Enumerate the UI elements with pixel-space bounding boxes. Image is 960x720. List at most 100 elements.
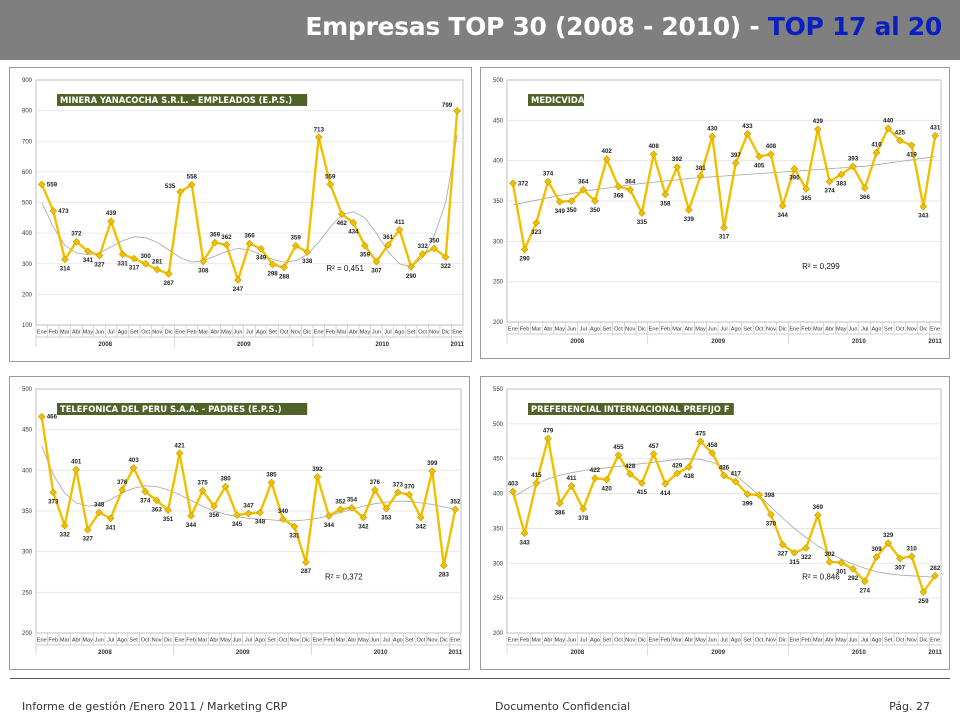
- data-point: [222, 240, 231, 249]
- data-point: [555, 499, 564, 508]
- data-point: [118, 250, 127, 259]
- data-label: 385: [266, 472, 277, 479]
- x-tick-label: Abr: [544, 638, 553, 644]
- data-point: [509, 179, 517, 188]
- x-tick-label: Ene: [450, 638, 460, 644]
- data-label: 458: [707, 442, 718, 449]
- data-point: [860, 184, 869, 192]
- x-tick-label: Jun: [849, 327, 858, 333]
- data-point: [567, 197, 576, 205]
- data-point: [520, 245, 529, 254]
- data-point: [84, 247, 92, 256]
- data-label: 440: [883, 117, 894, 124]
- data-point: [579, 505, 588, 513]
- x-tick-label: Set: [743, 638, 752, 644]
- x-tick-label: May: [836, 638, 847, 644]
- data-label: 340: [278, 508, 289, 515]
- data-label: 359: [360, 252, 371, 259]
- data-label: 365: [801, 195, 812, 202]
- x-tick-label: May: [358, 638, 369, 644]
- data-label: 308: [198, 267, 209, 274]
- x-tick-label: Jul: [861, 327, 868, 333]
- data-label: 535: [165, 183, 176, 190]
- data-label: 558: [187, 174, 198, 181]
- data-point: [394, 488, 402, 497]
- x-tick-label: Ene: [649, 327, 659, 333]
- x-tick-label: Jun: [95, 638, 104, 644]
- r-squared-label: R² = 0,846: [802, 572, 840, 581]
- data-point: [919, 588, 928, 596]
- r-squared-label: R² = 0,372: [325, 572, 363, 581]
- data-point: [428, 467, 437, 475]
- data-point: [790, 548, 799, 557]
- y-tick-label: 350: [493, 526, 504, 532]
- data-point: [233, 511, 241, 519]
- data-point: [349, 218, 358, 227]
- data-label: 267: [164, 280, 175, 287]
- x-tick-label: Ago: [395, 330, 405, 336]
- y-tick-label: 500: [493, 78, 504, 84]
- data-label: 287: [301, 568, 312, 575]
- data-point: [72, 465, 81, 474]
- data-point: [520, 529, 529, 538]
- data-label: 323: [531, 229, 542, 236]
- data-label: 414: [660, 490, 671, 497]
- data-label: 411: [567, 475, 578, 482]
- data-label: 429: [672, 462, 683, 469]
- x-tick-label: Ago: [117, 638, 127, 644]
- x-tick-label: Jun: [567, 327, 576, 333]
- x-tick-label: Feb: [661, 327, 671, 333]
- data-point: [544, 177, 552, 186]
- data-point: [579, 185, 588, 194]
- data-label: 342: [358, 524, 369, 531]
- year-label: 2010: [375, 341, 389, 348]
- data-point: [49, 206, 58, 215]
- data-point: [267, 478, 276, 487]
- data-point: [767, 510, 775, 519]
- x-tick-label: Feb: [801, 327, 811, 333]
- y-tick-label: 500: [22, 387, 33, 393]
- data-point: [72, 237, 81, 246]
- data-label: 398: [764, 492, 775, 499]
- data-label: 307: [895, 564, 906, 571]
- data-label: 347: [243, 502, 254, 509]
- data-label: 342: [416, 524, 427, 531]
- data-label: 370: [404, 484, 415, 491]
- data-label: 351: [163, 516, 174, 523]
- x-tick-label: May: [82, 638, 93, 644]
- data-point: [439, 561, 448, 570]
- data-label: 341: [83, 257, 94, 264]
- data-point: [614, 451, 623, 460]
- data-label: 373: [48, 498, 59, 505]
- x-tick-label: Abr: [210, 638, 219, 644]
- data-label: 439: [106, 210, 117, 217]
- data-label: 397: [731, 152, 742, 159]
- x-tick-label: Dic: [164, 638, 172, 644]
- data-point: [199, 257, 208, 266]
- data-point: [371, 486, 379, 494]
- chart-title: PREFERENCIAL INTERNACIONAL PREFIJO F: [531, 404, 730, 414]
- x-tick-label: Mar: [60, 638, 70, 644]
- y-tick-label: 200: [22, 292, 33, 298]
- data-point: [359, 513, 368, 522]
- data-point: [532, 479, 541, 487]
- data-label: 383: [836, 180, 847, 187]
- data-label: 410: [871, 142, 882, 149]
- data-point: [234, 276, 242, 284]
- x-tick-label: Set: [405, 638, 414, 644]
- data-label: 350: [429, 237, 440, 244]
- chart-panel-telefonica: 200 250 300 350 400 450 500 TELEFONICA DEL PERU…: [9, 376, 470, 670]
- data-label: 403: [508, 480, 519, 487]
- data-point: [767, 150, 775, 159]
- x-tick-label: Nov: [625, 327, 635, 333]
- y-tick-label: 300: [22, 550, 33, 556]
- x-tick-label: Ene: [175, 330, 185, 336]
- data-point: [118, 486, 126, 494]
- year-label: 2010: [374, 649, 388, 656]
- data-point: [919, 202, 928, 211]
- data-point: [638, 479, 646, 487]
- data-label: 290: [406, 273, 417, 280]
- x-tick-label: Abr: [825, 638, 834, 644]
- x-tick-label: Feb: [801, 638, 811, 644]
- year-label: 2009: [237, 341, 251, 348]
